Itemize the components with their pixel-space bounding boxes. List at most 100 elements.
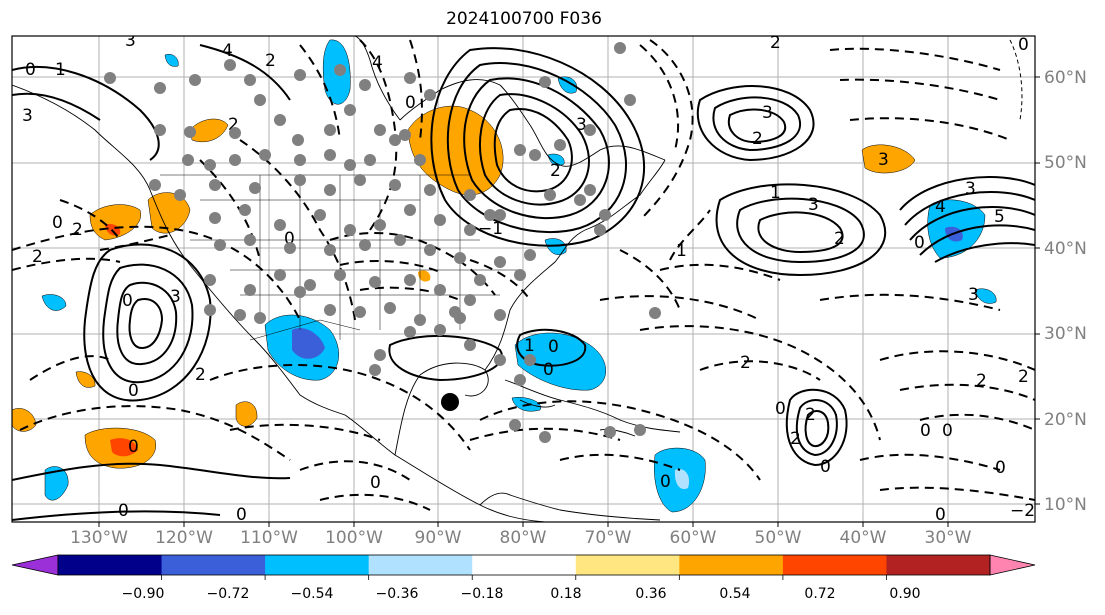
station-dot [154, 82, 166, 94]
station-dot [324, 304, 336, 316]
colorbar-segment [161, 555, 266, 575]
station-dot [539, 431, 551, 443]
station-dot [384, 302, 396, 314]
station-dot [324, 124, 336, 136]
contour-label: 2 [550, 161, 561, 181]
map-title: 2024100700 F036 [446, 9, 602, 29]
station-dot [174, 189, 186, 201]
station-dot [334, 269, 346, 281]
station-dot [374, 349, 386, 361]
station-dot [529, 149, 541, 161]
station-dot [149, 179, 161, 191]
axis-ticks [98, 76, 1040, 527]
station-dot [369, 364, 381, 376]
station-dot [354, 174, 366, 186]
colorbar-extend-max [989, 554, 1036, 576]
contour-label: 0 [118, 501, 129, 521]
station-dot [554, 139, 566, 151]
contour-label: 3 [878, 150, 889, 170]
colorbar-tick-label: 0.90 [889, 586, 921, 602]
colorbar-tick-label: −0.90 [121, 586, 165, 602]
contour-label: 0 [820, 457, 831, 477]
contour-label: 0 [284, 229, 295, 249]
station-dot [539, 76, 551, 88]
station-dot [292, 134, 304, 146]
station-dot [314, 209, 326, 221]
lon-label: 80°W [499, 528, 547, 548]
contour-label: 0 [128, 381, 139, 401]
colorbar-tick-label: 0.54 [719, 586, 751, 602]
contour-label: 0 [405, 93, 416, 113]
station-dot [104, 72, 116, 84]
station-dot [599, 209, 611, 221]
lon-label: 90°W [414, 528, 462, 548]
station-dot [374, 219, 386, 231]
colorbar [11, 554, 1036, 580]
station-dot [239, 204, 251, 216]
contour-label: 0 [775, 399, 786, 419]
station-dot [204, 274, 216, 286]
station-dot [294, 286, 306, 298]
station-dot [294, 69, 306, 81]
station-dot [484, 209, 496, 221]
lon-label: 30°W [924, 528, 972, 548]
station-dot [204, 159, 216, 171]
colorbar-segment [265, 555, 370, 575]
station-dot [324, 184, 336, 196]
contour-label: 4 [372, 53, 383, 73]
colorbar-segment [472, 555, 577, 575]
station-dot [359, 239, 371, 251]
storm-center-marker [441, 393, 459, 411]
contour-label: 0 [942, 421, 953, 441]
coastlines [12, 36, 681, 522]
lon-label: 50°W [754, 528, 802, 548]
contour-label: 2 [976, 371, 987, 391]
station-dot [584, 124, 596, 136]
station-dot [274, 269, 286, 281]
station-dot [544, 189, 556, 201]
station-dot [389, 179, 401, 191]
contour-label: 1 [676, 241, 687, 261]
station-dots [104, 42, 661, 443]
contour-label: 3 [968, 285, 979, 305]
station-dot [404, 204, 416, 216]
contour-label: 1 [770, 183, 781, 203]
station-dot [524, 354, 536, 366]
station-dot [514, 144, 526, 156]
station-dot [389, 134, 401, 146]
lon-label: 40°W [839, 528, 887, 548]
station-dot [449, 306, 461, 318]
contour-label: 2 [770, 33, 781, 53]
lon-label: 120°W [155, 528, 213, 548]
contour-label: 0 [1018, 35, 1029, 55]
colorbar-tick-label: 0.18 [550, 586, 582, 602]
station-dot [399, 129, 411, 141]
station-dot [294, 154, 306, 166]
station-dot [274, 219, 286, 231]
station-dot [494, 209, 506, 221]
station-dot [454, 252, 466, 264]
station-dot [244, 74, 256, 86]
station-dot [424, 244, 436, 256]
station-dot [464, 339, 476, 351]
station-dot [324, 244, 336, 256]
lon-label: 110°W [240, 528, 298, 548]
station-dot [154, 124, 166, 136]
station-dot [434, 214, 446, 226]
station-dot [649, 307, 661, 319]
contour-label-group: 0 1 3 3 0 2 2 0 3 0 2 0 0 0 0 0 −1 1 0 0… [22, 33, 1035, 522]
station-dot [474, 274, 486, 286]
station-dot [224, 59, 236, 71]
station-dot [189, 74, 201, 86]
contour-label: 3 [576, 115, 587, 135]
station-dot [464, 224, 476, 236]
station-dot [284, 242, 296, 254]
contour-label: 0 [660, 472, 671, 492]
contour-label: 2 [805, 405, 816, 425]
station-dot [494, 309, 506, 321]
contour-label: 0 [370, 473, 381, 493]
contour-label: 1 [55, 60, 66, 80]
contour-label: 5 [994, 207, 1005, 227]
contour-label: 2 [834, 229, 845, 249]
contour-label: 0 [122, 291, 133, 311]
